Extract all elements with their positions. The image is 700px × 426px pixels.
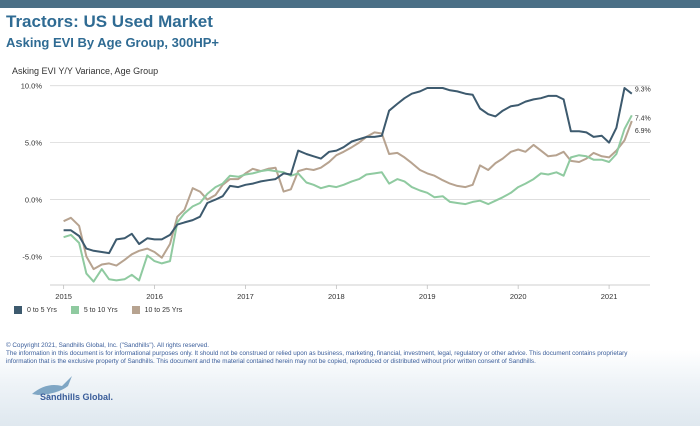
footer: © Copyright 2021, Sandhills Global, Inc.… [6, 342, 696, 366]
x-tick-label: 2021 [601, 292, 618, 301]
chart-legend: 0 to 5 Yrs 5 to 10 Yrs 10 to 25 Yrs [14, 306, 182, 314]
legend-item-5-10: 5 to 10 Yrs [70, 306, 118, 314]
y-tick-label: 5.0% [25, 139, 42, 148]
x-axis: 2015 2016 2017 2018 2019 2020 2021 [50, 284, 650, 301]
series-end-label: 7.4% [635, 115, 651, 122]
disclaimer-line-1: The information in this document is for … [6, 350, 628, 357]
series-line-2 [63, 120, 633, 271]
brand-banner [0, 350, 700, 426]
end-labels: 9.3% 7.4% 6.9% [635, 87, 651, 135]
series-end-label: 9.3% [635, 87, 651, 94]
chart-label: Asking EVI Y/Y Variance, Age Group [12, 66, 159, 76]
y-axis: 10.0% 5.0% 0.0% -5.0% [21, 82, 43, 262]
heron-logo-icon [32, 376, 72, 398]
page-title: Tractors: US Used Market [6, 12, 213, 31]
x-tick-label: 2018 [328, 292, 345, 301]
series-line-1 [63, 114, 633, 283]
series-end-label: 6.9% [635, 128, 651, 135]
copyright-text: © Copyright 2021, Sandhills Global, Inc.… [6, 342, 210, 349]
legend-label: 5 to 10 Yrs [83, 306, 118, 314]
disclaimer-line-2: information that is the exclusive proper… [6, 358, 536, 365]
x-tick-label: 2015 [55, 292, 72, 301]
y-tick-label: -5.0% [22, 253, 42, 262]
x-tick-label: 2019 [419, 292, 436, 301]
series-line-0 [63, 87, 633, 255]
top-banner [0, 0, 700, 8]
y-tick-label: 10.0% [21, 82, 43, 91]
legend-swatch [14, 306, 22, 314]
x-tick-label: 2016 [146, 292, 163, 301]
chart-series [63, 87, 633, 283]
legend-swatch [131, 306, 140, 314]
brand-logo-text: Sandhills Global. [40, 392, 114, 402]
y-tick-label: 0.0% [25, 196, 42, 205]
page-subtitle: Asking EVI By Age Group, 300HP+ [6, 35, 219, 50]
chart-grid [50, 85, 650, 257]
x-tick-label: 2017 [237, 292, 254, 301]
x-tick-label: 2020 [510, 292, 527, 301]
legend-swatch [70, 306, 79, 314]
legend-label: 0 to 5 Yrs [27, 306, 57, 314]
legend-item-10-25: 10 to 25 Yrs [131, 306, 183, 314]
legend-label: 10 to 25 Yrs [144, 306, 183, 314]
legend-item-0-5: 0 to 5 Yrs [14, 306, 57, 314]
